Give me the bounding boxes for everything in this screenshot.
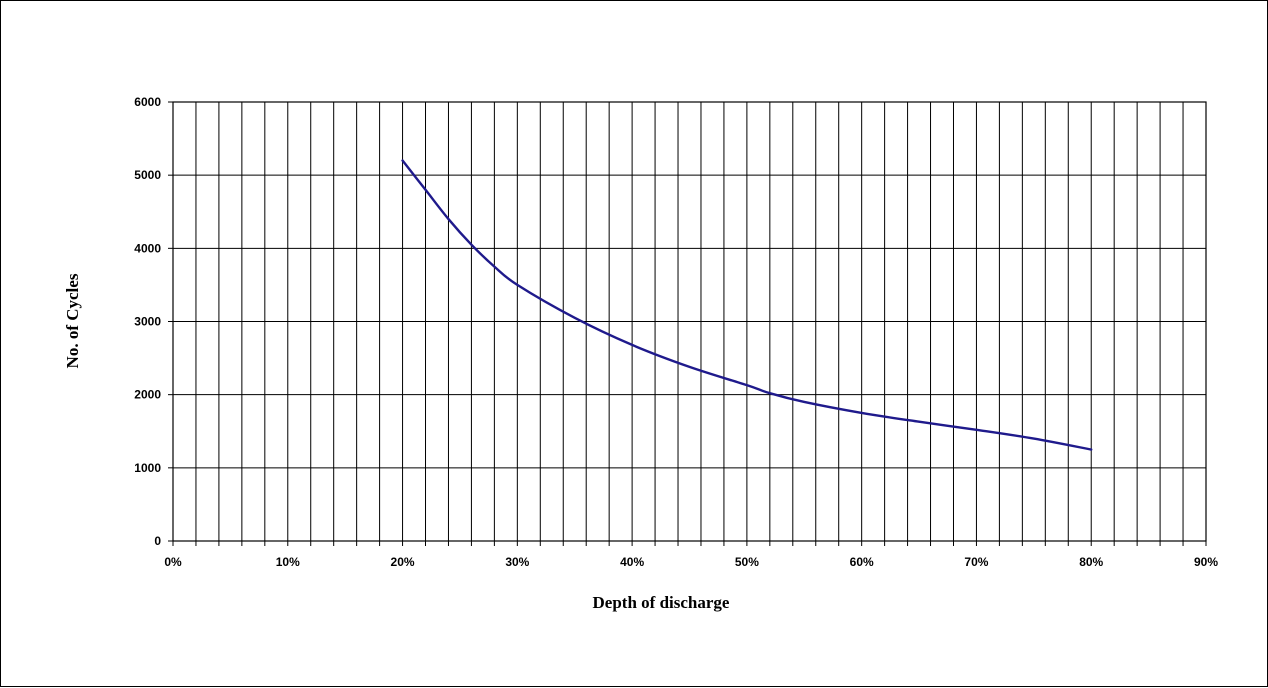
plot-area — [172, 101, 1207, 542]
x-tick-label: 80% — [1079, 555, 1103, 569]
x-tick-label: 30% — [505, 555, 529, 569]
x-tick-label: 0% — [164, 555, 182, 569]
y-axis-title: No. of Cycles — [63, 273, 82, 368]
tick-labels: 0% 10% 20% 30% 40% 50% 60% 70% 80% 90% 0 1000 2000 30… — [134, 95, 1218, 569]
y-tick-label: 5000 — [134, 168, 161, 182]
y-tick-label: 0 — [154, 534, 161, 548]
y-tick-label: 3000 — [134, 315, 161, 329]
grid-lines — [168, 101, 1207, 546]
x-axis-title: Depth of discharge — [593, 593, 730, 612]
x-tick-label: 90% — [1194, 555, 1218, 569]
y-tick-label: 6000 — [134, 95, 161, 109]
series-layer — [401, 159, 1093, 451]
x-tick-label: 70% — [964, 555, 988, 569]
x-tick-label: 60% — [850, 555, 874, 569]
series-line — [401, 159, 1093, 451]
x-tick-label: 10% — [276, 555, 300, 569]
y-tick-label: 1000 — [134, 461, 161, 475]
x-tick-label: 20% — [391, 555, 415, 569]
x-tick-label: 50% — [735, 555, 759, 569]
y-tick-label: 2000 — [134, 388, 161, 402]
y-tick-label: 4000 — [134, 241, 161, 255]
x-tick-label: 40% — [620, 555, 644, 569]
